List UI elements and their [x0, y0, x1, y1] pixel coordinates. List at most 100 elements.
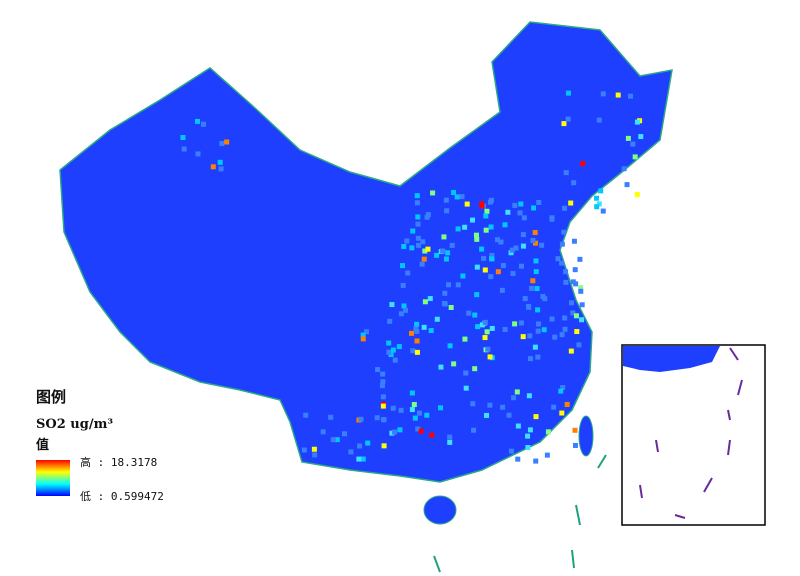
hotspot-cell — [386, 340, 392, 346]
hotspot-cell — [487, 199, 493, 205]
hotspot-cell — [414, 200, 420, 206]
hotspot-cell — [381, 417, 387, 423]
hotspot-cell — [579, 317, 585, 323]
hotspot-cell — [440, 248, 446, 254]
hotspot-cell — [536, 200, 542, 206]
hotspot-cell — [561, 121, 567, 127]
hotspot-cell — [303, 412, 309, 418]
hotspot-cell — [533, 458, 539, 464]
hotspot-cell — [455, 282, 461, 288]
inset-lines — [639, 347, 743, 519]
hotspot-cell — [434, 316, 440, 322]
hotspot-cell — [387, 318, 393, 324]
hotspot-cell — [400, 263, 406, 269]
hotspot-cell — [409, 407, 415, 413]
hotspot-cell — [466, 310, 472, 316]
hotspot-cell — [541, 327, 547, 333]
hotspot-cell — [447, 434, 453, 440]
hotspot-cell — [555, 256, 561, 262]
hotspot-cell — [489, 256, 495, 262]
hotspot-cell — [397, 427, 403, 433]
legend-low-label: 低 : 0.599472 — [80, 490, 164, 503]
hotspot-cell — [448, 304, 454, 310]
hotspot-cell — [517, 210, 523, 216]
hotspot-cell — [485, 346, 491, 352]
hotspot-cell — [434, 252, 440, 258]
hotspot-cell — [527, 356, 533, 362]
hotspot-cell — [518, 320, 524, 326]
hotspot-cell — [414, 193, 420, 199]
hotspot-cell — [579, 302, 585, 308]
hotspot-cell — [412, 415, 418, 421]
hotspot-cell — [522, 296, 528, 302]
hotspot-cell — [596, 201, 602, 207]
hotspot-cell — [527, 333, 533, 339]
hotspot-cell — [341, 431, 347, 437]
hotspot-cell — [422, 299, 428, 305]
hotspot-cell — [535, 354, 541, 360]
hotspot-cell — [400, 282, 406, 288]
hotspot-cell — [563, 170, 569, 176]
hotspot-cell — [484, 329, 490, 335]
legend-layer-name: SO2 ug/m³ — [36, 417, 114, 432]
hotspot-cell — [570, 310, 576, 316]
hotspot-cell — [515, 423, 521, 429]
hotspot-cell — [389, 430, 395, 436]
hotspot-cell — [520, 232, 526, 238]
hotspot-cell — [565, 116, 571, 122]
hotspot-cell — [600, 91, 606, 97]
hotspot-cell — [357, 443, 363, 449]
hotspot-cell — [489, 252, 495, 258]
hotspot-cell — [210, 164, 216, 170]
hotspot-cell — [488, 274, 494, 280]
hotspot-cell — [559, 332, 565, 338]
hotspot-cell — [447, 343, 453, 349]
hotspot-cell — [499, 287, 505, 293]
south-sea-lines — [433, 454, 607, 573]
hotspot-cell — [389, 302, 395, 308]
hotspot-cell — [194, 118, 200, 124]
hotspot-cell — [410, 228, 416, 234]
hotspot-cell — [632, 154, 638, 160]
hotspot-cell — [574, 329, 580, 335]
hotspot-cell — [576, 342, 582, 348]
hotspot-cell — [451, 190, 457, 196]
hotspot-cell — [390, 405, 396, 411]
hotspot-cell — [489, 325, 495, 331]
hotspot-cell — [530, 237, 536, 243]
hotspot-cell — [565, 90, 571, 96]
hotspot-cell — [414, 338, 420, 344]
hotspot-cell — [535, 321, 541, 327]
hotspot-cell — [181, 146, 187, 152]
hotspot-cell — [409, 245, 415, 251]
hotspot-cell — [312, 452, 318, 458]
hotspot-cell — [529, 285, 535, 291]
hotspot-cell — [518, 201, 524, 207]
south-china-sea-inset — [621, 344, 766, 526]
hotspot-cell — [419, 261, 425, 267]
hotspot-cell — [520, 334, 526, 340]
hotspot-cell — [508, 250, 514, 256]
hotspot-cell — [392, 429, 398, 435]
hotspot-cell — [525, 303, 531, 309]
hotspot-cell — [334, 437, 340, 443]
hotspot-cell — [424, 214, 430, 220]
hotspot-cell — [398, 311, 404, 317]
hotspot-cell — [447, 439, 453, 445]
hotspot-cell — [416, 410, 422, 416]
hotspot-cell — [414, 349, 420, 355]
hotspot-cell — [525, 433, 531, 439]
hotspot-cell — [418, 428, 424, 434]
hotspot-cell — [430, 190, 436, 196]
hotspot-cell — [535, 328, 541, 334]
hotspot-cell — [578, 285, 584, 291]
hotspot-cell — [414, 321, 420, 327]
hotspot-cell — [572, 442, 578, 448]
hotspot-cell — [392, 357, 398, 363]
hotspot-cell — [600, 208, 606, 214]
hotspot-cell — [479, 246, 485, 252]
hotspot-cell — [427, 296, 433, 302]
hotspot-cell — [621, 166, 627, 172]
